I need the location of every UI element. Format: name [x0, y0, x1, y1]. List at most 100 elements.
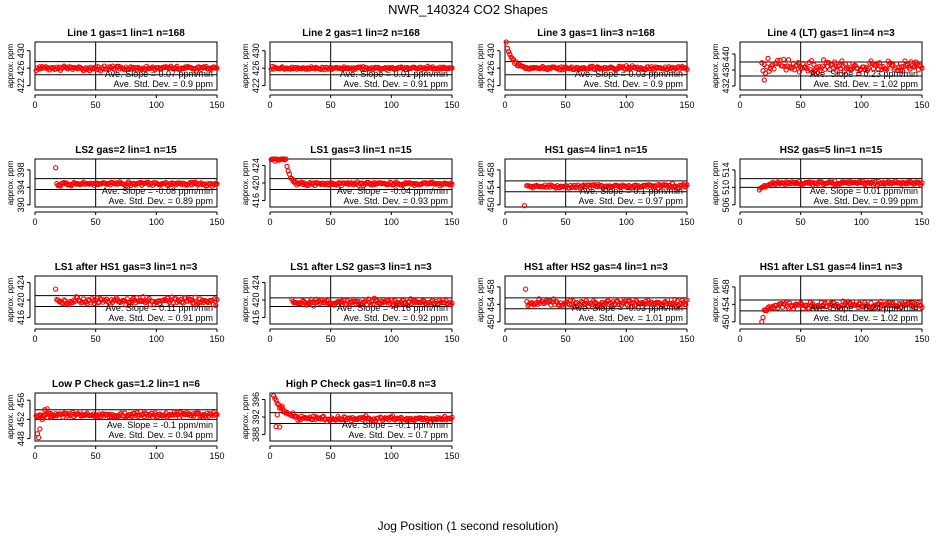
x-tick-label: 0 [267, 100, 272, 110]
data-point [274, 400, 280, 407]
data-point [365, 296, 371, 302]
x-tick-label: 150 [679, 334, 694, 344]
std-dev-annotation: Ave. Std. Dev. = 1.02 ppm [814, 313, 918, 323]
y-tick-label: 458 [486, 279, 496, 294]
y-tick-label: 416 [251, 193, 261, 208]
data-point [290, 178, 296, 184]
data-point [90, 298, 96, 304]
y-axis-label: approx. ppm [476, 43, 485, 88]
x-tick-label: 0 [32, 217, 37, 227]
panel-title: Line 1 gas=1 lin=1 n=168 [67, 28, 185, 39]
x-tick-label: 0 [502, 334, 507, 344]
data-point [274, 412, 280, 418]
data-point [765, 55, 771, 62]
x-tick-label: 150 [444, 217, 459, 227]
y-tick-label: 396 [251, 392, 261, 407]
std-dev-annotation: Ave. Std. Dev. = 0.94 ppm [109, 430, 213, 440]
data-point [503, 39, 509, 45]
y-tick-label: 420 [251, 292, 261, 307]
data-point [507, 51, 513, 57]
panel: Line 1 gas=1 lin=1 n=168 0 50 100 150 422 426 4… [6, 28, 225, 110]
data-point [210, 301, 217, 308]
data-series [268, 63, 455, 73]
data-point [808, 58, 815, 64]
x-tick-label: 150 [679, 100, 694, 110]
data-point [857, 300, 863, 307]
data-point [213, 302, 219, 309]
data-point [309, 416, 316, 422]
slope-annotation: Ave. Slope = -0.16 ppm/min [337, 303, 448, 313]
data-point [791, 180, 798, 187]
data-point [352, 298, 358, 305]
y-tick-label: 426 [251, 61, 261, 76]
slope-annotation: Ave. Slope = 0.01 ppm/min [340, 69, 448, 79]
y-tick-label: 506 [721, 197, 731, 212]
x-tick-label: 150 [444, 334, 459, 344]
slope-annotation: Ave. Slope = -0.1 ppm/min [107, 420, 213, 430]
x-tick-label: 100 [384, 217, 399, 227]
y-tick-label: 436 [721, 62, 731, 77]
data-point [279, 403, 285, 409]
data-series [52, 165, 220, 189]
data-point [391, 303, 397, 309]
data-series [268, 156, 455, 189]
data-series [33, 63, 220, 74]
data-point [363, 297, 369, 303]
x-tick-label: 100 [384, 451, 399, 461]
data-point [370, 301, 376, 307]
data-point [214, 411, 220, 417]
y-tick-label: 448 [16, 431, 26, 446]
y-tick-label: 440 [721, 46, 731, 61]
data-point [919, 180, 925, 186]
data-point [37, 426, 43, 432]
std-dev-annotation: Ave. Std. Dev. = 0.91 ppm [344, 79, 448, 89]
y-axis-label: approx. ppm [711, 277, 720, 322]
x-tick-label: 150 [444, 100, 459, 110]
y-tick-label: 458 [721, 279, 731, 294]
y-tick-label: 450 [721, 314, 731, 329]
x-tick-label: 0 [737, 217, 742, 227]
x-tick-label: 100 [619, 100, 634, 110]
data-point [865, 65, 872, 72]
x-tick-label: 100 [619, 334, 634, 344]
data-point [52, 286, 59, 292]
data-point [280, 65, 286, 71]
data-point [521, 203, 528, 209]
panel-title: Line 3 gas=1 lin=3 n=168 [537, 28, 655, 39]
y-axis-label: approx. ppm [6, 394, 15, 439]
data-point [449, 181, 455, 187]
x-tick-label: 0 [32, 100, 37, 110]
slope-annotation: Ave. Slope = 0.03 ppm/min [575, 69, 683, 79]
data-point [768, 304, 775, 311]
data-point [674, 298, 680, 304]
y-tick-label: 388 [251, 427, 261, 442]
y-tick-label: 458 [486, 162, 496, 177]
y-axis-label: approx. ppm [241, 277, 250, 322]
data-point [192, 294, 198, 300]
slope-annotation: Ave. Slope = 0.11 ppm/min [106, 303, 213, 313]
data-point [171, 180, 178, 187]
x-tick-label: 150 [914, 217, 929, 227]
y-tick-label: 424 [16, 275, 26, 290]
data-point [919, 65, 925, 71]
y-tick-label: 392 [251, 409, 261, 424]
data-point [71, 297, 77, 303]
data-point [863, 65, 869, 71]
y-tick-label: 416 [16, 310, 26, 325]
data-series [289, 295, 455, 309]
data-point [48, 414, 54, 420]
data-point [112, 67, 118, 73]
data-point [759, 319, 765, 325]
x-tick-label: 50 [561, 217, 571, 227]
panel-grid: Line 1 gas=1 lin=1 n=168 0 50 100 150 422 426 4… [6, 28, 930, 461]
data-point [785, 57, 792, 63]
x-tick-label: 150 [914, 100, 929, 110]
y-tick-label: 430 [486, 43, 496, 58]
x-tick-label: 50 [91, 451, 101, 461]
data-point [42, 65, 48, 71]
panel-title: LS1 gas=3 lin=1 n=15 [310, 145, 412, 156]
y-tick-label: 416 [251, 310, 261, 325]
x-tick-label: 50 [91, 100, 101, 110]
y-tick-label: 514 [721, 162, 731, 177]
data-point [285, 168, 291, 174]
